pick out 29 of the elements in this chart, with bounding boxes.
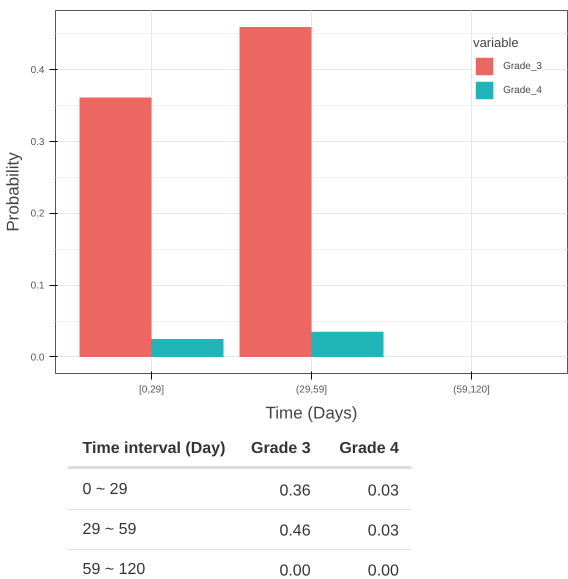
bar bbox=[152, 338, 224, 357]
y-tick-label: 0.1 bbox=[30, 280, 45, 292]
legend-label: Grade_3 bbox=[503, 60, 542, 72]
text: 0.36 bbox=[279, 482, 311, 500]
text: Grade 3 bbox=[251, 440, 311, 457]
y-tick-label: 0.4 bbox=[30, 64, 45, 76]
text: 0 ~ 29 bbox=[82, 481, 128, 498]
y-tick-label: 0.2 bbox=[30, 208, 45, 220]
x-tick-label: [0,29] bbox=[138, 384, 164, 396]
text: 29 ~ 59 bbox=[82, 521, 136, 538]
legend-label: Grade_4 bbox=[503, 84, 542, 96]
y-tick-label: 0.3 bbox=[30, 136, 45, 148]
text: Grade 4 bbox=[339, 440, 400, 457]
bar bbox=[312, 332, 384, 357]
legend-title: variable bbox=[473, 35, 520, 50]
text: 0.03 bbox=[368, 522, 400, 540]
text: 0.00 bbox=[368, 562, 400, 579]
text: 0.03 bbox=[368, 482, 400, 500]
x-tick-label: (29,59] bbox=[296, 384, 328, 396]
text: Time interval (Day) bbox=[82, 440, 226, 457]
x-axis-title: Time (Days) bbox=[266, 404, 358, 422]
text: 59 ~ 120 bbox=[82, 561, 146, 578]
y-axis-title: Probability bbox=[4, 152, 23, 232]
bar bbox=[80, 97, 152, 357]
x-tick-label: (59,120] bbox=[453, 384, 490, 396]
y-tick-label: 0.0 bbox=[30, 352, 45, 364]
text: 0.46 bbox=[279, 522, 311, 540]
bar bbox=[240, 27, 312, 357]
text: 0.00 bbox=[279, 562, 311, 579]
